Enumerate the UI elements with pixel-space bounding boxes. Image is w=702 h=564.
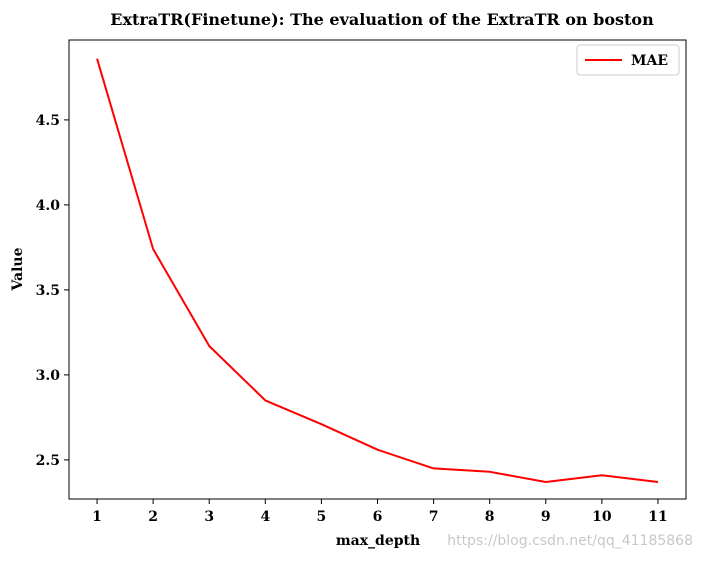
x-tick-label: 3 (204, 509, 214, 525)
x-tick-label: 8 (485, 509, 495, 525)
x-tick-label: 2 (148, 509, 158, 525)
series-line-mae (96, 58, 659, 483)
plot-area-frame (68, 39, 687, 500)
x-axis-label: max_depth (336, 533, 420, 549)
x-tick-label: 7 (429, 509, 439, 525)
series-layer (96, 58, 659, 483)
y-tick-label: 2.5 (36, 453, 60, 469)
chart-title: ExtraTR(Finetune): The evaluation of the… (110, 10, 654, 29)
x-tick-label: 5 (317, 509, 327, 525)
x-tick-label: 1 (92, 509, 102, 525)
y-tick-label: 3.5 (36, 283, 60, 299)
x-tick-label: 4 (260, 509, 270, 525)
x-tick-label: 9 (541, 509, 551, 525)
y-axis: 2.5 3.0 3.5 4.0 4.5 (36, 113, 69, 469)
y-tick-label: 4.5 (36, 113, 60, 129)
y-tick-label: 3.0 (36, 368, 61, 384)
y-tick-label: 4.0 (36, 198, 61, 214)
y-axis-label: Value (10, 247, 26, 291)
legend-label-mae: MAE (631, 53, 668, 69)
x-axis: 1 2 3 4 5 6 7 8 9 10 11 (92, 499, 668, 525)
x-tick-label: 6 (373, 509, 383, 525)
legend-box (576, 44, 680, 76)
x-tick-label: 11 (648, 509, 667, 525)
legend: MAE (576, 44, 680, 76)
watermark: https://blog.csdn.net/qq_41185868 (447, 533, 693, 549)
x-tick-label: 10 (592, 509, 612, 525)
